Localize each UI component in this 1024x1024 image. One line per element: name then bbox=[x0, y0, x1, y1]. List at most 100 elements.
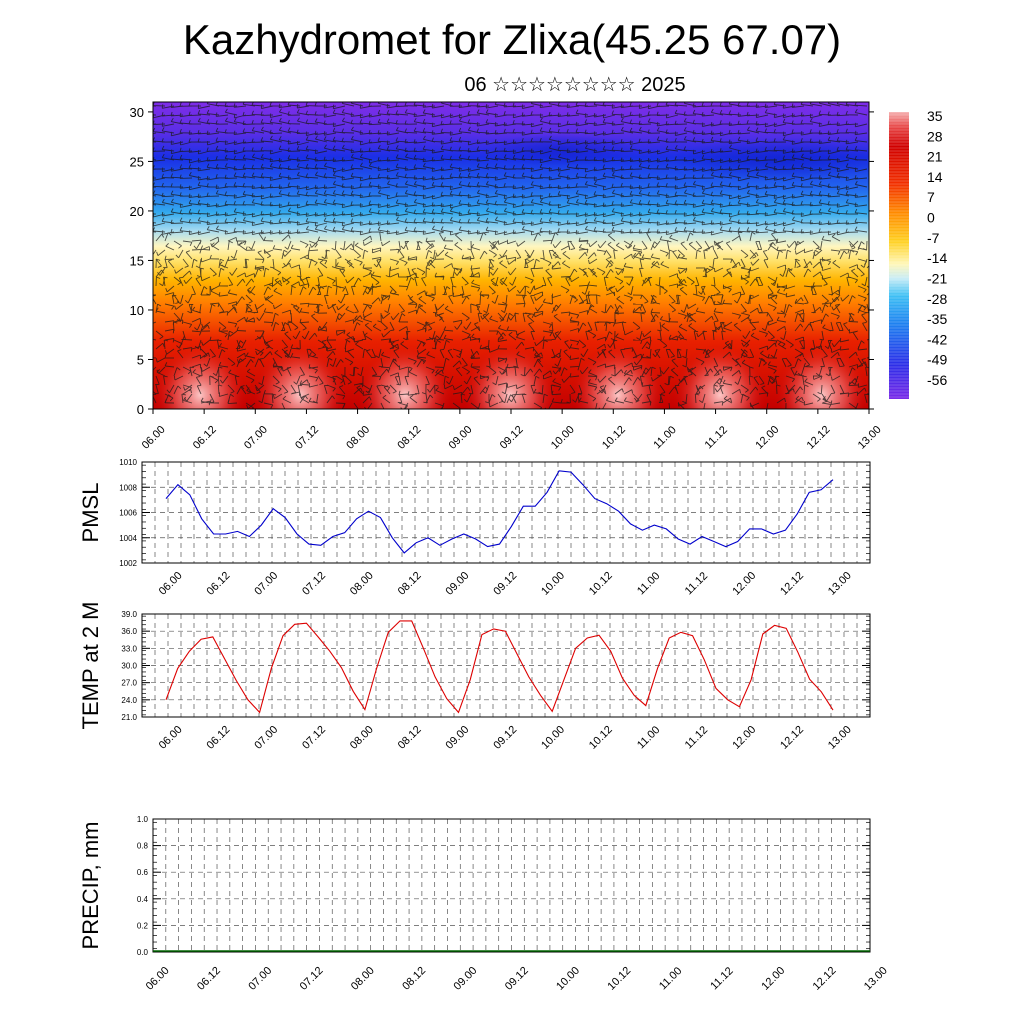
wind-barb-flag bbox=[827, 136, 831, 141]
wind-barb-flag bbox=[242, 211, 245, 216]
wind-barb bbox=[153, 159, 166, 162]
wind-barb-flag bbox=[386, 157, 389, 162]
wind-barb bbox=[234, 175, 247, 179]
wind-barb-flag bbox=[362, 264, 365, 269]
wind-barb-flag bbox=[307, 303, 310, 308]
wind-barb-flag bbox=[317, 236, 321, 241]
wind-barb-flag bbox=[575, 182, 578, 188]
wind-barb bbox=[567, 222, 580, 225]
wind-barb bbox=[416, 357, 426, 361]
wind-barb-flag bbox=[296, 220, 299, 226]
wind-barb bbox=[324, 295, 328, 305]
wind-barb-flag bbox=[395, 126, 399, 131]
wind-barb-flag bbox=[341, 157, 344, 162]
wind-barb-flag bbox=[701, 138, 704, 144]
wind-barb-flag bbox=[668, 334, 672, 339]
wind-barb bbox=[655, 348, 661, 358]
wind-barb bbox=[306, 349, 310, 359]
wind-barb-flag bbox=[251, 126, 255, 131]
wind-barb-flag bbox=[321, 256, 326, 260]
wind-barb-flag bbox=[535, 258, 540, 262]
wind-barb bbox=[344, 243, 352, 251]
wind-barb-flag bbox=[426, 351, 430, 355]
wind-barb bbox=[425, 243, 433, 251]
wind-barb-flag bbox=[332, 109, 336, 114]
wind-barb bbox=[279, 193, 292, 197]
wind-barb-flag bbox=[413, 112, 416, 117]
wind-barb bbox=[256, 303, 265, 310]
wind-barb bbox=[828, 150, 841, 155]
wind-barb-flag bbox=[770, 283, 775, 286]
wind-barb-flag bbox=[755, 137, 758, 142]
wind-barb-flag bbox=[494, 139, 497, 144]
wind-barb bbox=[827, 123, 841, 126]
wind-barb bbox=[827, 340, 832, 350]
wind-barb bbox=[527, 315, 535, 323]
wind-barb-flag bbox=[413, 102, 416, 106]
wind-barb-flag bbox=[620, 202, 623, 207]
wind-barb bbox=[396, 231, 409, 235]
wind-barb-flag bbox=[638, 217, 642, 222]
wind-barb-flag bbox=[616, 296, 621, 300]
wind-barb-flag bbox=[233, 172, 237, 177]
wind-barb-flag bbox=[486, 377, 490, 382]
wind-barb-flag bbox=[212, 273, 217, 277]
wind-barb bbox=[465, 321, 472, 330]
wind-barb bbox=[477, 176, 490, 179]
wind-barb-flag bbox=[557, 128, 560, 133]
wind-barb bbox=[861, 359, 868, 368]
wind-barb-flag bbox=[282, 278, 285, 283]
wind-barb bbox=[615, 336, 625, 341]
wind-barb-flag bbox=[516, 242, 519, 247]
wind-barb bbox=[284, 333, 292, 341]
wind-barb-flag bbox=[229, 330, 234, 334]
wind-barb-flag bbox=[692, 192, 695, 197]
wind-barb bbox=[418, 298, 427, 305]
wind-barb-flag bbox=[764, 128, 767, 133]
wind-barb bbox=[810, 168, 823, 172]
wind-barb bbox=[252, 156, 265, 161]
wind-barb bbox=[747, 129, 760, 134]
wind-barb-flag bbox=[610, 269, 614, 273]
wind-barb-flag bbox=[404, 138, 407, 143]
wind-barb-flag bbox=[629, 119, 632, 124]
wind-barb bbox=[351, 213, 364, 218]
wind-barb bbox=[333, 193, 346, 197]
wind-barb bbox=[767, 285, 774, 294]
wind-barb bbox=[315, 121, 328, 125]
wind-barb bbox=[398, 375, 401, 385]
wind-barb bbox=[331, 304, 337, 314]
wind-barb bbox=[756, 222, 769, 227]
wind-barb-flag bbox=[788, 268, 793, 271]
wind-barb-flag bbox=[369, 305, 373, 310]
wind-barb-flag bbox=[443, 236, 446, 241]
wind-barb-flag bbox=[795, 258, 800, 262]
wind-barb-flag bbox=[428, 250, 433, 254]
wind-barb-flag bbox=[593, 191, 597, 196]
wind-barb-flag bbox=[193, 245, 197, 250]
wind-barb bbox=[584, 122, 598, 125]
wind-barb-flag bbox=[245, 258, 250, 261]
wind-barb-flag bbox=[800, 212, 803, 217]
wind-barb-flag bbox=[485, 173, 489, 178]
wind-barb bbox=[439, 330, 445, 340]
wind-barb-flag bbox=[251, 110, 254, 115]
wind-barb bbox=[511, 276, 517, 286]
wind-barb-flag bbox=[296, 190, 300, 195]
wind-barb-flag bbox=[755, 166, 758, 171]
wind-barb-flag bbox=[611, 167, 614, 172]
wind-barb bbox=[828, 231, 841, 236]
wind-barb bbox=[155, 342, 164, 350]
wind-barb-flag bbox=[185, 250, 190, 253]
wind-barb-flag bbox=[530, 279, 534, 284]
wind-barb bbox=[479, 232, 484, 242]
wind-barb-flag bbox=[278, 103, 281, 108]
wind-barb-flag bbox=[764, 333, 768, 338]
wind-barb-flag bbox=[192, 369, 196, 373]
wind-barb bbox=[153, 158, 157, 161]
wind-barb-flag bbox=[269, 351, 273, 356]
wind-barb bbox=[861, 314, 868, 323]
wind-barb bbox=[197, 213, 211, 215]
wind-barb bbox=[290, 312, 293, 323]
wind-barb bbox=[443, 263, 453, 269]
